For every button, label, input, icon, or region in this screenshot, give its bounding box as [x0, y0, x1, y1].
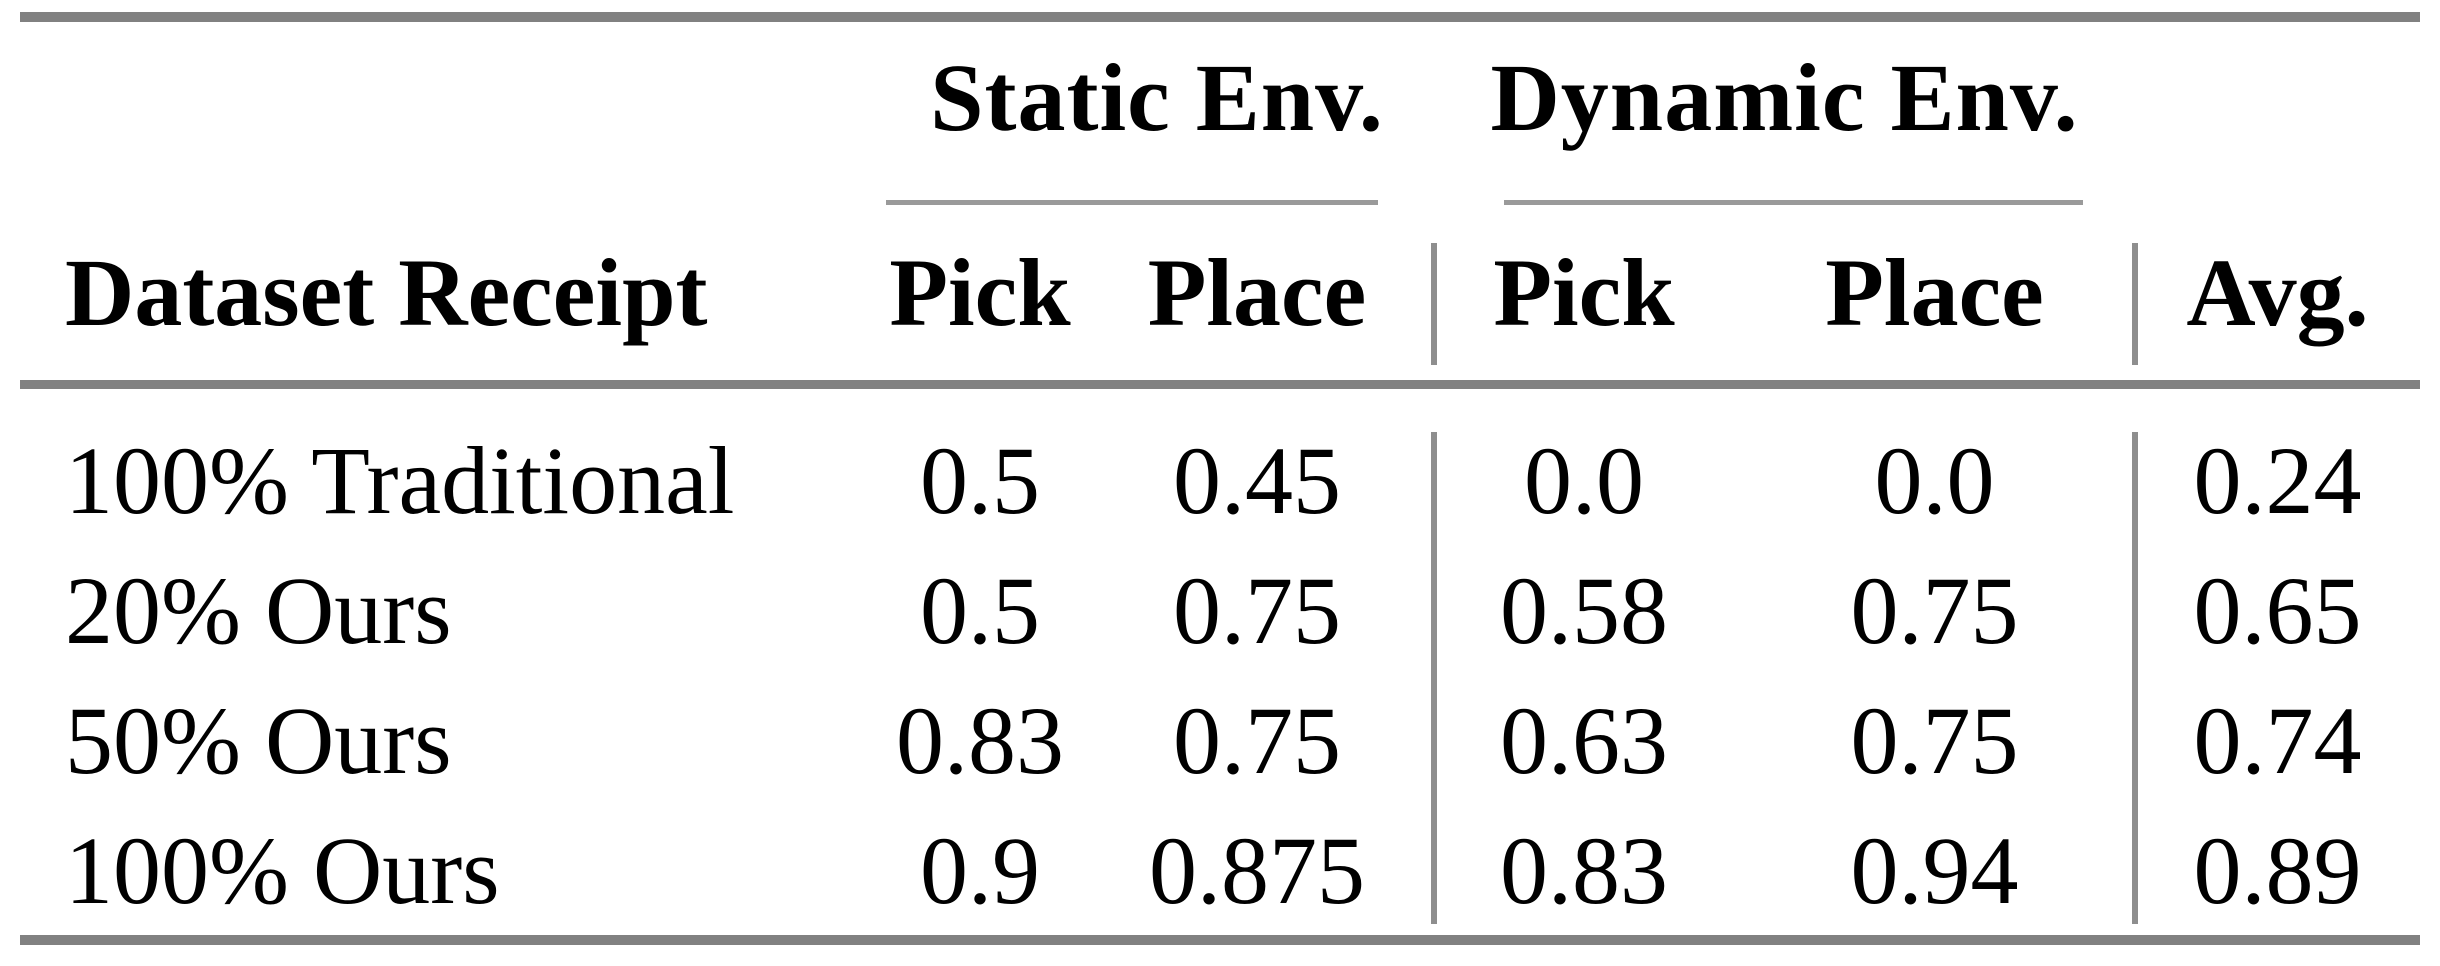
vertical-rule-static-dynamic-header [1431, 243, 1437, 365]
cell-avg: 0.89 [2193, 816, 2362, 924]
spanner-empty-right [2135, 17, 2420, 205]
cell-dynamic-pick: 0.83 [1500, 816, 1669, 924]
cmidrule-dynamic [1504, 200, 2084, 205]
row-label: 50% Ours [65, 686, 452, 794]
vertical-rule-dynamic-avg-body [2132, 432, 2138, 924]
cell-static-pick: 0.9 [920, 816, 1040, 924]
cell-avg: 0.74 [2193, 686, 2362, 794]
header-dynamic-pick: Pick [1434, 205, 1735, 389]
cell-dynamic-place: 0.75 [1850, 686, 2019, 794]
cell-static-pick: 0.5 [920, 426, 1040, 534]
header-dynamic-place: Place [1734, 205, 2136, 389]
column-group-row: Static Env. Dynamic Env. [20, 17, 2420, 205]
cell-dynamic-pick: 0.0 [1524, 426, 1645, 534]
row-label: 20% Ours [65, 556, 452, 664]
table-row: 100% Traditional 0.5 0.45 0.0 0.0 0.24 [20, 385, 2420, 546]
column-group-dynamic-label: Dynamic Env. [1490, 43, 2079, 151]
header-static-place: Place [1080, 205, 1435, 389]
header-row: Dataset Receipt Pick Place Pick Place Av… [20, 205, 2421, 389]
row-label: 100% Traditional [65, 426, 735, 534]
table-row: 20% Ours 0.5 0.75 0.58 0.75 0.65 [20, 545, 2420, 675]
cell-dynamic-place: 0.75 [1850, 556, 2019, 664]
cell-avg: 0.24 [2193, 426, 2362, 534]
cell-dynamic-place: 0.0 [1874, 426, 1995, 534]
header-avg: Avg. [2135, 205, 2421, 389]
cell-dynamic-pick: 0.63 [1500, 686, 1669, 794]
row-label: 100% Ours [65, 816, 500, 924]
spanner-empty-left [20, 17, 880, 205]
cmidrule-static [886, 200, 1379, 205]
header-static-pick: Pick [880, 205, 1080, 389]
cell-static-place: 0.75 [1173, 686, 1341, 794]
cell-static-place: 0.875 [1149, 816, 1365, 924]
cell-static-pick: 0.5 [920, 556, 1040, 664]
table-row: 50% Ours 0.83 0.75 0.63 0.75 0.74 [20, 675, 2420, 805]
header-dataset-receipt: Dataset Receipt [20, 205, 880, 389]
column-group-static: Static Env. [880, 17, 1434, 205]
table-container: Static Env. Dynamic Env. Dataset Receipt… [20, 12, 2421, 945]
results-table: Static Env. Dynamic Env. Dataset Receipt… [20, 12, 2421, 945]
column-group-static-label: Static Env. [930, 43, 1384, 151]
table-row: 100% Ours 0.9 0.875 0.83 0.94 0.89 [20, 805, 2420, 940]
vertical-rule-static-dynamic-body [1431, 432, 1437, 924]
cell-static-pick: 0.83 [896, 686, 1064, 794]
cell-dynamic-place: 0.94 [1850, 816, 2019, 924]
cell-dynamic-pick: 0.58 [1500, 556, 1669, 664]
cell-static-place: 0.45 [1173, 426, 1341, 534]
vertical-rule-dynamic-avg-header [2132, 243, 2138, 365]
cell-avg: 0.65 [2193, 556, 2362, 664]
cell-static-place: 0.75 [1173, 556, 1341, 664]
column-group-dynamic: Dynamic Env. [1434, 17, 2135, 205]
